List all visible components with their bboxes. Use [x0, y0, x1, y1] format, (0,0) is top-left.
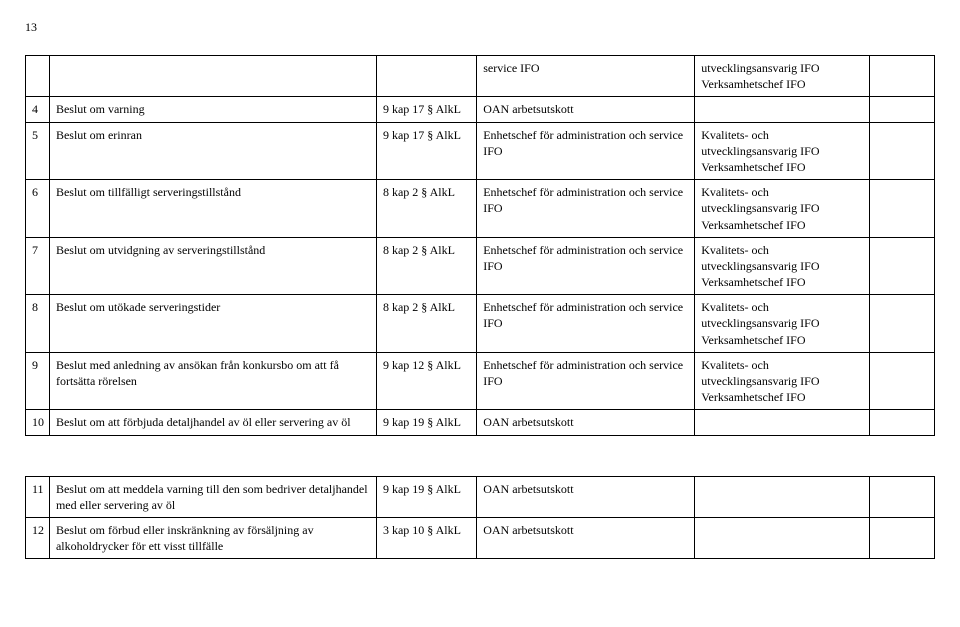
table-row: 11 Beslut om att meddela varning till de…: [26, 476, 935, 517]
cell-law: 8 kap 2 § AlkL: [376, 237, 476, 295]
cell-kval: Kvalitets- och utvecklingsansvarig IFO V…: [695, 352, 869, 410]
cell-num: 10: [26, 410, 50, 435]
cell-law: 9 kap 17 § AlkL: [376, 97, 476, 122]
cell-last: [869, 295, 934, 353]
cell-desc: Beslut om varning: [49, 97, 376, 122]
cell-num: 8: [26, 295, 50, 353]
cell-admin: service IFO: [477, 56, 695, 97]
cell-admin: Enhetschef för administration och servic…: [477, 122, 695, 180]
cell-admin: OAN arbetsutskott: [477, 517, 695, 558]
cell-admin: Enhetschef för administration och servic…: [477, 237, 695, 295]
cell-desc: Beslut om erinran: [49, 122, 376, 180]
table-row: 5 Beslut om erinran 9 kap 17 § AlkL Enhe…: [26, 122, 935, 180]
cell-last: [869, 410, 934, 435]
table-row: 10 Beslut om att förbjuda detaljhandel a…: [26, 410, 935, 435]
cell-desc: Beslut om utvidgning av serveringstillst…: [49, 237, 376, 295]
cell-desc: Beslut om förbud eller inskränkning av f…: [49, 517, 376, 558]
cell-law: 9 kap 19 § AlkL: [376, 476, 476, 517]
cell-num: 5: [26, 122, 50, 180]
cell-law: 3 kap 10 § AlkL: [376, 517, 476, 558]
cell-desc: Beslut om att förbjuda detaljhandel av ö…: [49, 410, 376, 435]
table-row: 6 Beslut om tillfälligt serveringstillst…: [26, 180, 935, 238]
gap-row: [26, 435, 935, 476]
table-row: 8 Beslut om utökade serveringstider 8 ka…: [26, 295, 935, 353]
cell-num: [26, 56, 50, 97]
cell-admin: Enhetschef för administration och servic…: [477, 295, 695, 353]
cell-kval: [695, 517, 869, 558]
cell-kval: Kvalitets- och utvecklingsansvarig IFO V…: [695, 295, 869, 353]
cell-admin: Enhetschef för administration och servic…: [477, 180, 695, 238]
cell-kval: [695, 97, 869, 122]
cell-desc: Beslut med anledning av ansökan från kon…: [49, 352, 376, 410]
cell-admin: OAN arbetsutskott: [477, 410, 695, 435]
cell-last: [869, 237, 934, 295]
cell-num: 6: [26, 180, 50, 238]
cell-kval: Kvalitets- och utvecklingsansvarig IFO V…: [695, 237, 869, 295]
cell-num: 11: [26, 476, 50, 517]
cell-last: [869, 56, 934, 97]
cell-kval: [695, 410, 869, 435]
cell-law: 8 kap 2 § AlkL: [376, 295, 476, 353]
cell-last: [869, 517, 934, 558]
cell-last: [869, 180, 934, 238]
table-row: 9 Beslut med anledning av ansökan från k…: [26, 352, 935, 410]
cell-admin: Enhetschef för administration och servic…: [477, 352, 695, 410]
cell-last: [869, 97, 934, 122]
cell-admin: OAN arbetsutskott: [477, 97, 695, 122]
cell-last: [869, 122, 934, 180]
cell-admin: OAN arbetsutskott: [477, 476, 695, 517]
cell-kval: Kvalitets- och utvecklingsansvarig IFO V…: [695, 180, 869, 238]
cell-kval: Kvalitets- och utvecklingsansvarig IFO V…: [695, 122, 869, 180]
cell-num: 12: [26, 517, 50, 558]
cell-num: 9: [26, 352, 50, 410]
cell-law: 9 kap 17 § AlkL: [376, 122, 476, 180]
cell-num: 4: [26, 97, 50, 122]
cell-last: [869, 476, 934, 517]
cell-law: 9 kap 19 § AlkL: [376, 410, 476, 435]
cell-law: 9 kap 12 § AlkL: [376, 352, 476, 410]
decisions-table: service IFO utvecklingsansvarig IFO Verk…: [25, 55, 935, 559]
table-row: 4 Beslut om varning 9 kap 17 § AlkL OAN …: [26, 97, 935, 122]
cell-desc: [49, 56, 376, 97]
table-row: 7 Beslut om utvidgning av serveringstill…: [26, 237, 935, 295]
cell-last: [869, 352, 934, 410]
cell-law: 8 kap 2 § AlkL: [376, 180, 476, 238]
table-row: service IFO utvecklingsansvarig IFO Verk…: [26, 56, 935, 97]
cell-kval: utvecklingsansvarig IFO Verksamhetschef …: [695, 56, 869, 97]
cell-desc: Beslut om tillfälligt serveringstillstån…: [49, 180, 376, 238]
cell-desc: Beslut om utökade serveringstider: [49, 295, 376, 353]
page-number: 13: [25, 20, 935, 35]
cell-law: [376, 56, 476, 97]
cell-desc: Beslut om att meddela varning till den s…: [49, 476, 376, 517]
cell-num: 7: [26, 237, 50, 295]
table-row: 12 Beslut om förbud eller inskränkning a…: [26, 517, 935, 558]
cell-kval: [695, 476, 869, 517]
